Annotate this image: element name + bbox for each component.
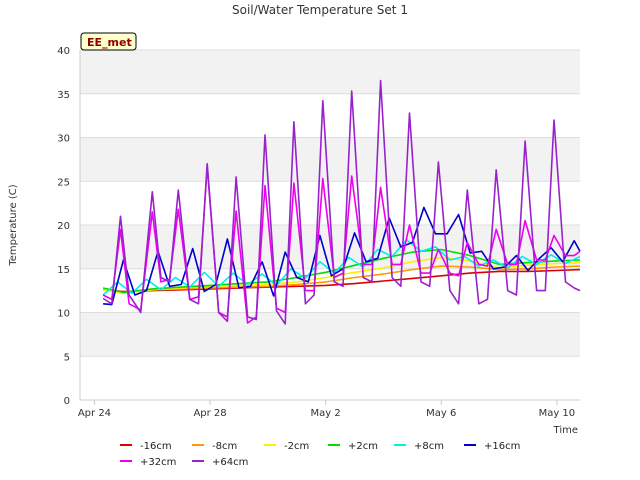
series-layer [102, 79, 581, 325]
y-axis-label: Temperature (C) [8, 184, 19, 266]
legend-label: +8cm [414, 441, 444, 452]
y-tick-label: 5 [64, 352, 70, 363]
legend-item: -2cm [264, 441, 309, 452]
y-tick-label: 40 [57, 46, 70, 57]
x-tick-label: May 10 [539, 408, 576, 419]
station-badge: EE_met [80, 32, 137, 51]
y-tick-label: 10 [57, 309, 70, 320]
legend-label: +32cm [140, 457, 176, 468]
y-tick-label: 0 [64, 396, 70, 407]
x-tick-label: May 6 [426, 408, 456, 419]
legend-label: -16cm [140, 441, 172, 452]
series-line-+64cm [102, 79, 581, 325]
legend-label: +2cm [348, 441, 378, 452]
legend-label: -8cm [212, 441, 237, 452]
station-badge-box [80, 32, 137, 51]
legend-label: +16cm [484, 441, 520, 452]
legend: -16cm -8cm -2cm +2cm +8cm +16cm +32cm +64cm [120, 441, 520, 468]
series-line-+2cm [102, 248, 581, 294]
y-tick-label: 15 [57, 265, 70, 276]
x-tick-label: May 2 [311, 408, 341, 419]
plot-band [80, 137, 580, 182]
legend-item: +2cm [328, 441, 378, 452]
x-tick-label: Apr 28 [193, 408, 226, 419]
station-badge-text: EE_met [87, 36, 132, 49]
x-axis-label: Time [553, 425, 578, 436]
axes: 0 5 10 15 20 25 30 35 40 Apr 24 Apr 28 May 2 May 6 Ma… [57, 46, 580, 419]
y-tick-label: 35 [57, 90, 70, 101]
y-tick-label: 25 [57, 177, 70, 188]
y-tick-label: 30 [57, 134, 70, 145]
y-tick-label: 20 [57, 221, 70, 232]
legend-item: +16cm [464, 441, 520, 452]
chart-title: Soil/Water Temperature Set 1 [232, 3, 408, 17]
legend-item: -16cm [120, 441, 172, 452]
legend-item: -8cm [192, 441, 237, 452]
legend-label: +64cm [212, 457, 248, 468]
legend-label: -2cm [284, 441, 309, 452]
legend-item: +8cm [394, 441, 444, 452]
legend-item: +32cm [120, 457, 176, 468]
legend-item: +64cm [192, 457, 248, 468]
plot-band [80, 312, 580, 357]
plot-band [80, 50, 580, 94]
x-tick-label: Apr 24 [78, 408, 111, 419]
